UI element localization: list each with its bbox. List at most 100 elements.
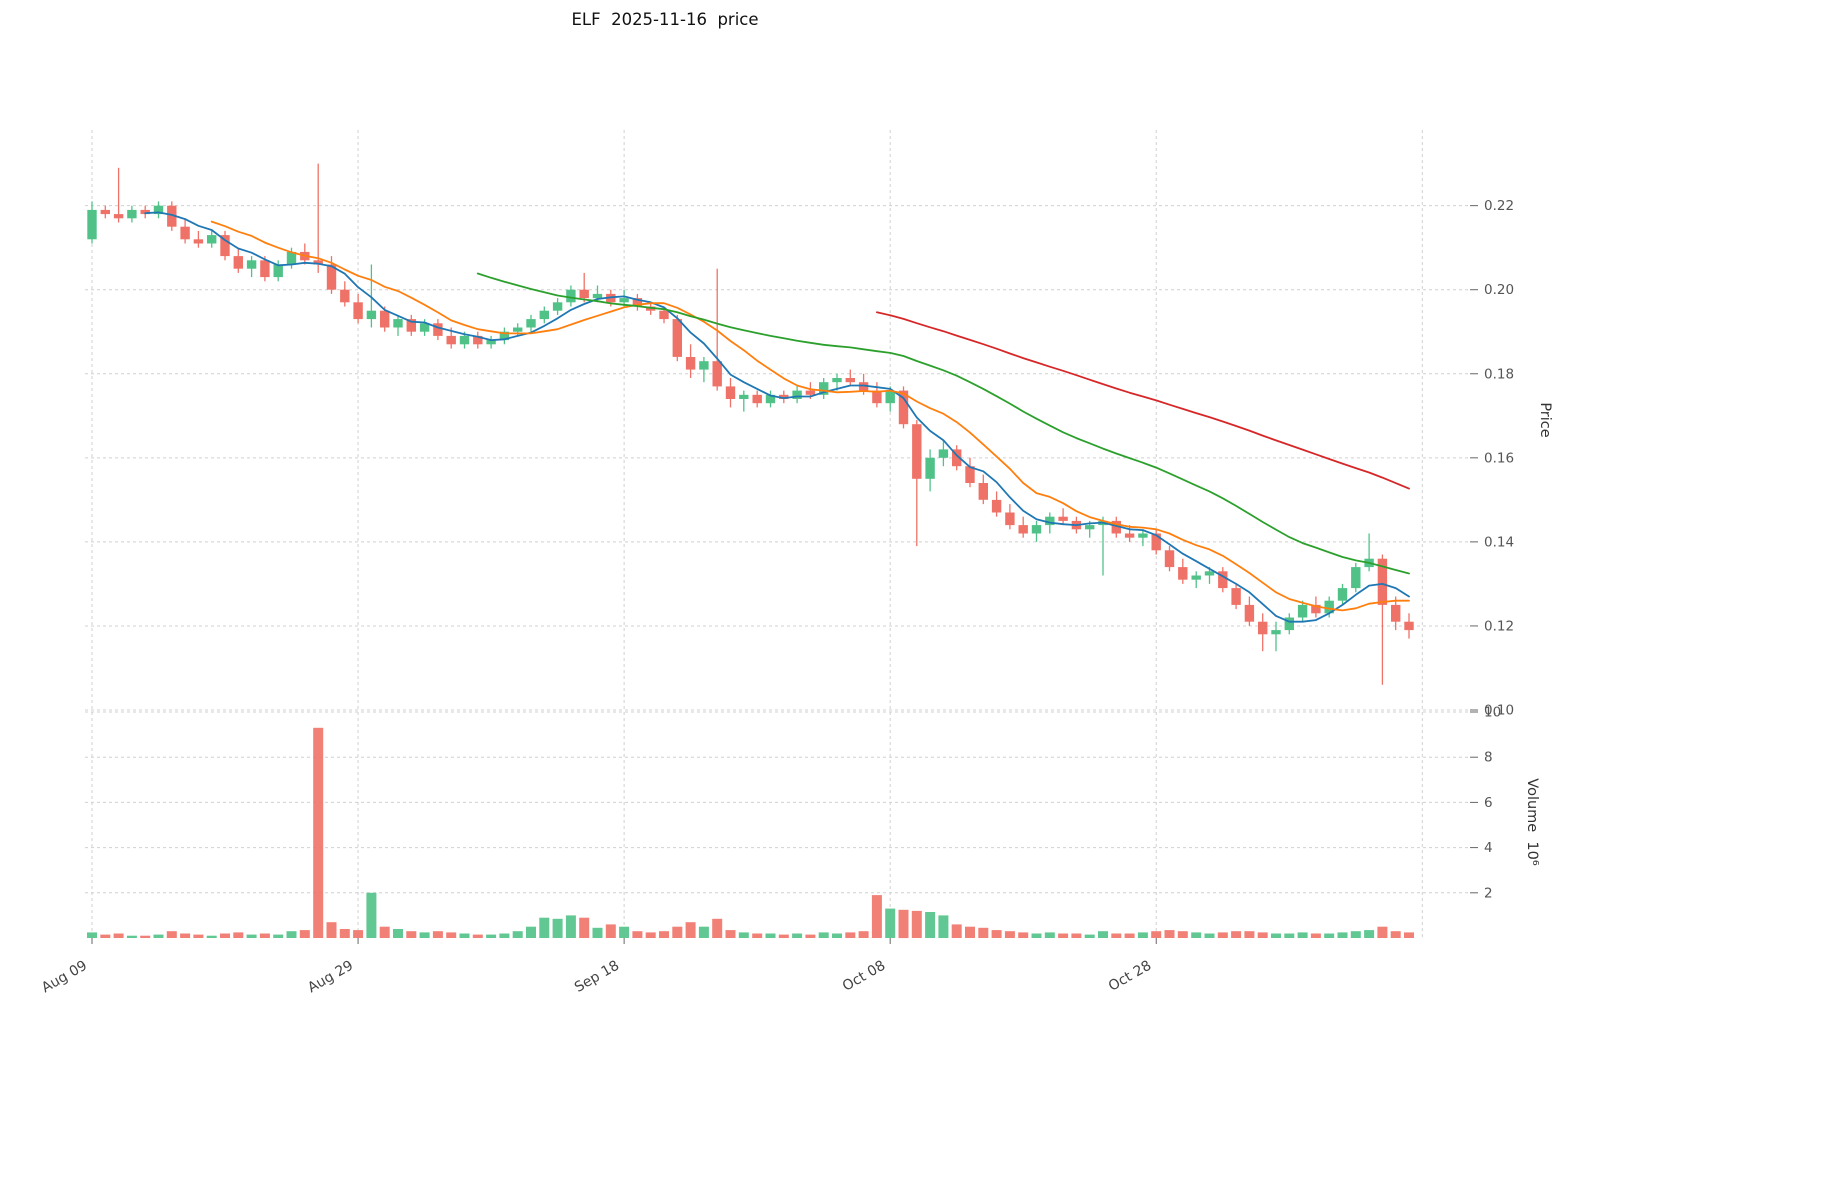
price-tick-label: 0.16 [1484, 450, 1514, 466]
candle-body [1391, 604, 1401, 622]
x-tick-label: Aug 09 [39, 958, 90, 997]
candle-body [1218, 571, 1228, 589]
volume-bar [1257, 932, 1268, 938]
volume-bar [379, 926, 390, 938]
candle-body [792, 390, 802, 399]
price-tick-label: 0.20 [1484, 282, 1514, 298]
volume-bar [353, 930, 364, 938]
candle-body [326, 264, 337, 290]
candle-body [912, 424, 922, 479]
candle-body [1005, 512, 1015, 526]
candle-body [619, 298, 629, 303]
volume-bar [472, 934, 483, 938]
volume-bar [659, 931, 669, 938]
volume-bar [1337, 932, 1348, 938]
volume-bar [1297, 932, 1308, 938]
volume-bar [100, 934, 111, 938]
candle-body [952, 449, 962, 467]
candle-body [380, 310, 390, 328]
candle-body [113, 214, 124, 219]
candle-body [340, 289, 350, 303]
candle-body [672, 319, 682, 357]
volume-bar [339, 929, 350, 938]
volume-bar [951, 924, 962, 938]
volume-bar [286, 931, 297, 938]
volume-bar [1191, 932, 1202, 938]
volume-bar [898, 909, 909, 939]
volume-bar [565, 915, 576, 938]
candle-body [1164, 550, 1175, 568]
volume-bar [1204, 933, 1215, 938]
volume-bar [592, 927, 603, 938]
volume-bar [206, 935, 217, 938]
volume-bar [366, 892, 377, 938]
candle-body [1124, 533, 1135, 538]
volume-bar [738, 932, 749, 938]
candle-body [366, 310, 377, 320]
volume-bar [911, 910, 922, 938]
volume-bar [1071, 933, 1082, 938]
candle-body [832, 378, 842, 383]
volume-bar [1098, 931, 1108, 938]
candle-body [685, 357, 696, 370]
volume-bar [1244, 931, 1255, 938]
price-tick-label: 0.22 [1484, 198, 1514, 214]
candle-body [286, 251, 297, 265]
candle-body [938, 449, 949, 458]
volume-bar [180, 933, 191, 938]
volume-bars [87, 727, 1414, 939]
candle-body [1404, 621, 1414, 631]
candle-body [1284, 617, 1294, 631]
volume-bar [1231, 931, 1242, 938]
candle-body [433, 323, 443, 336]
volume-bar [1164, 930, 1175, 938]
volume-bar [1031, 933, 1042, 938]
volume-bar [1137, 932, 1148, 938]
candle-body [127, 209, 137, 219]
candle-body [1351, 567, 1361, 589]
candle-body [725, 386, 736, 399]
volume-bar [1018, 932, 1029, 938]
volume-bar [938, 915, 949, 938]
candle-body [991, 499, 1002, 513]
candle-body [566, 289, 576, 303]
candle-body [1297, 604, 1308, 618]
candle-body [473, 335, 483, 345]
volume-bar [432, 931, 443, 938]
volume-bar [712, 918, 723, 938]
volume-bar [246, 934, 257, 938]
candle-body [885, 390, 895, 404]
volume-bar [552, 918, 563, 938]
volume-bar [1350, 931, 1361, 938]
volume-bar [153, 934, 164, 938]
volume-bar [1004, 931, 1015, 938]
candle-body [1031, 525, 1042, 534]
volume-tick-label: 6 [1484, 795, 1493, 811]
candle-body [1191, 575, 1201, 580]
volume-bar [526, 926, 536, 938]
candle-body [353, 302, 363, 320]
volume-bar [1271, 933, 1281, 938]
candle-body [805, 390, 816, 395]
ma-30-line [476, 272, 1410, 575]
volume-bar [486, 934, 497, 938]
candle-body [273, 264, 283, 278]
chart-title: ELF 2025-11-16 price [571, 10, 759, 29]
volume-bar [1058, 933, 1069, 938]
candle-body [87, 209, 97, 240]
volume-bar [326, 922, 337, 938]
volume-bar [1217, 932, 1228, 938]
candle-body [1058, 516, 1068, 521]
volume-bar [645, 932, 656, 938]
volume-bar [858, 931, 869, 938]
volume-bar [978, 927, 989, 938]
volume-bar [871, 895, 882, 938]
candle-body [393, 319, 403, 328]
candles [87, 163, 1414, 685]
volume-bar [965, 926, 975, 938]
volume-bar [991, 930, 1002, 938]
price-tick-label: 0.10 [1484, 703, 1514, 719]
candle-body [1337, 588, 1348, 601]
candle-body [632, 298, 643, 307]
moving-average-lines [144, 211, 1410, 623]
